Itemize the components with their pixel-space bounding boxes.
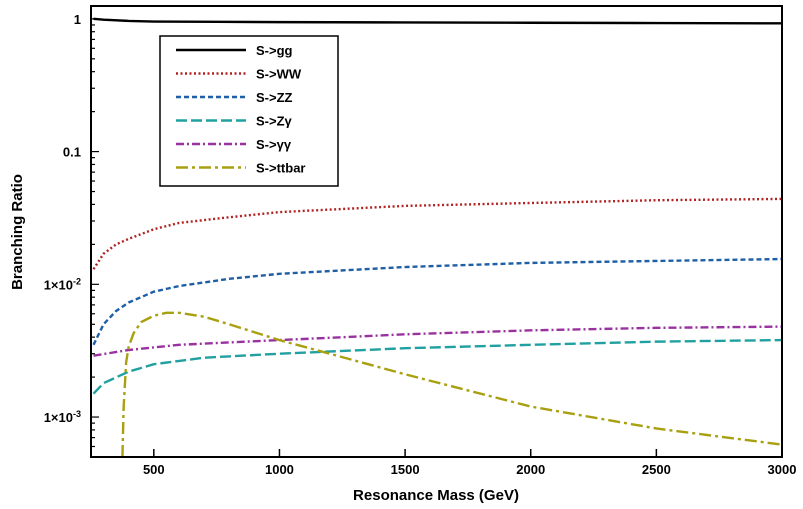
series-line-1 — [94, 199, 782, 269]
x-axis-title: Resonance Mass (GeV) — [353, 487, 519, 504]
x-tick-label: 1000 — [265, 462, 294, 477]
y-tick-label: 1 — [74, 12, 81, 27]
legend: S->gg S->WW S->ZZ S->Zγ S->γγ S->ttbar — [160, 36, 338, 186]
x-tick-label: 500 — [143, 462, 165, 477]
legend-label-2: S->ZZ — [256, 90, 293, 105]
legend-label-3: S->Zγ — [256, 114, 293, 129]
series-line-0 — [94, 19, 782, 24]
series-line-3 — [94, 340, 782, 394]
legend-label-5: S->ttbar — [256, 161, 305, 176]
x-tick-label: 3000 — [768, 462, 797, 477]
series-line-2 — [94, 259, 782, 345]
legend-label-1: S->WW — [256, 67, 302, 82]
legend-box — [160, 36, 338, 186]
legend-label-4: S->γγ — [256, 137, 292, 152]
x-tick-label: 2000 — [516, 462, 545, 477]
legend-label-0: S->gg — [256, 43, 293, 58]
y-tick-label: 1×10-2 — [44, 276, 81, 292]
axis-layer: 500 1000 1500 2000 2500 3000 1×10-3 1×10-2 0.1 1 — [44, 12, 797, 477]
y-tick-label: 0.1 — [63, 145, 81, 160]
y-axis-title: Branching Ratio — [9, 174, 26, 290]
series-line-5 — [122, 313, 782, 457]
x-tick-label: 2500 — [642, 462, 671, 477]
x-tick-label: 1500 — [391, 462, 420, 477]
y-tick-label: 1×10-3 — [44, 409, 81, 425]
